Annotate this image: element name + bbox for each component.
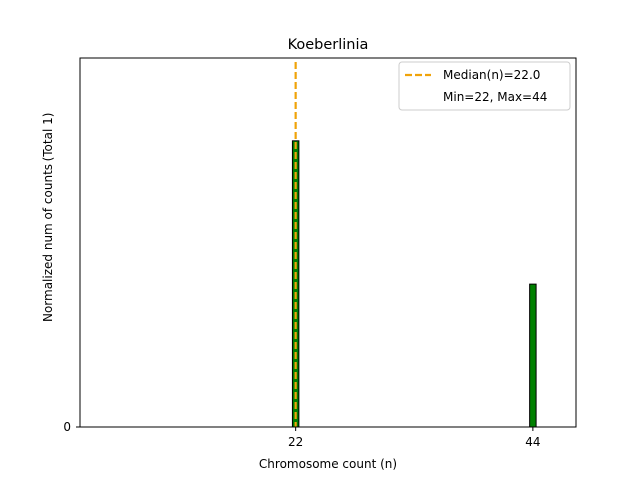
y-axis-total-note: (Total 1) xyxy=(41,113,55,162)
y-axis-title: Normalized num of counts xyxy=(41,164,55,322)
legend-entry-min-max: Min=22, Max=44 xyxy=(443,90,547,104)
x-tick-label-44: 44 xyxy=(525,435,540,449)
x-axis-title: Chromosome count (n) xyxy=(259,457,397,471)
x-ticks: 22 44 xyxy=(288,427,541,449)
chart-title: Koeberlinia xyxy=(288,37,369,53)
legend: Median(n)=22.0 Min=22, Max=44 xyxy=(398,61,571,111)
y-ticks: 0 xyxy=(63,420,80,434)
legend-entry-median: Median(n)=22.0 xyxy=(443,68,540,82)
y-tick-label-0: 0 xyxy=(63,420,71,434)
x-tick-label-22: 22 xyxy=(288,435,303,449)
bar-44 xyxy=(529,283,537,428)
plot-frame xyxy=(79,57,577,428)
legend-frame xyxy=(398,61,571,111)
bars-group xyxy=(291,140,537,428)
